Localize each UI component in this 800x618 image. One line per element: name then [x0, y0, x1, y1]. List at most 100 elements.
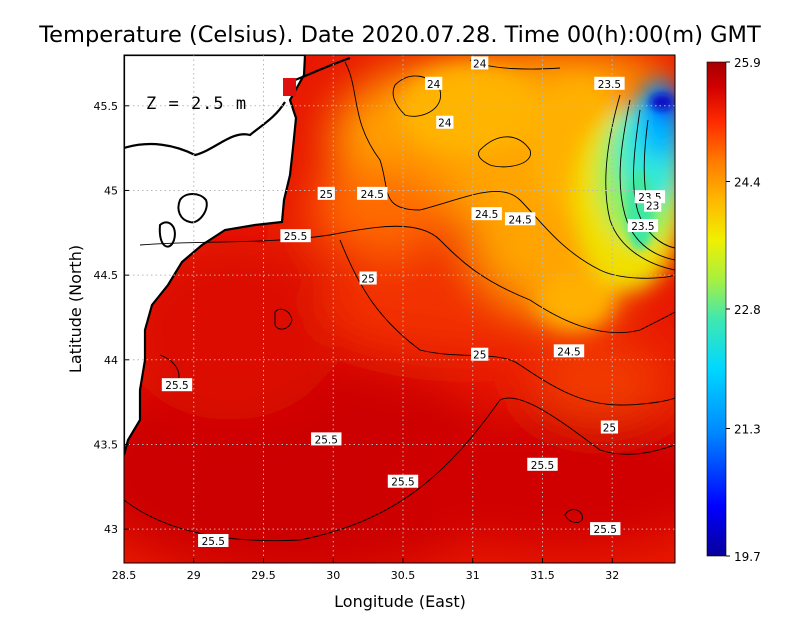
contour-label-bg — [590, 522, 621, 536]
x-tick-label: 30.5 — [391, 569, 416, 582]
contour-label-bg — [436, 115, 454, 129]
contour-label-text: 25.5 — [165, 380, 188, 392]
x-axis-ticks: 28.5 29 29.5 30 30.5 31 31.5 32 — [112, 558, 619, 582]
contour-label-bg — [311, 432, 342, 446]
contour-label-text: 25.5 — [594, 524, 617, 536]
contour-label-bg — [357, 186, 388, 200]
x-tick-label: 29.5 — [251, 569, 276, 582]
contour-label-bg — [600, 420, 619, 434]
colorbar-tick-label: 25.9 — [734, 56, 761, 70]
colorbar-tick-label: 24.4 — [734, 176, 761, 190]
contour-label-text: 24 — [438, 118, 452, 130]
y-tick-label: 44 — [104, 354, 118, 367]
contour-label: 25.5 — [198, 533, 229, 548]
x-axis-label: Longitude (East) — [334, 592, 466, 611]
depth-label: Z = 2.5 m — [146, 94, 247, 114]
temperature-field — [124, 55, 675, 563]
contour-label: 25.5 — [590, 522, 621, 536]
contour-label: 24 — [471, 56, 489, 70]
contour-label-text: 25 — [361, 274, 374, 286]
contour-label: 24.5 — [553, 344, 585, 358]
contour-label: 24 — [425, 76, 443, 91]
x-tick-label: 31 — [466, 569, 480, 582]
contour-label-text: 24.5 — [475, 209, 498, 221]
contour-label-text: 23.5 — [598, 79, 621, 91]
x-tick-label: 28.5 — [112, 569, 137, 582]
contour-label-text: 25.5 — [315, 434, 338, 446]
x-tick-label: 31.5 — [530, 569, 555, 582]
y-tick-label: 44.5 — [94, 269, 119, 282]
contour-label-text: 24.5 — [361, 189, 384, 201]
y-axis-ticks: 43 43.5 44 44.5 45 45.5 — [94, 100, 129, 536]
contour-label: 23.5 — [594, 76, 625, 91]
lake-outline — [158, 221, 176, 248]
chart-title: Temperature (Celsius). Date 2020.07.28. … — [38, 22, 761, 48]
contour-label-bg — [471, 347, 489, 361]
contour-label: 25.5 — [527, 457, 558, 472]
contour-label-text: 25.5 — [391, 477, 414, 489]
y-tick-label: 45 — [104, 184, 118, 197]
lagoon-outline — [177, 193, 208, 224]
contour-label: 25 — [359, 271, 377, 286]
contour-label-bg — [359, 271, 377, 285]
x-tick-label: 32 — [605, 569, 619, 582]
contour-label: 23 — [644, 198, 662, 213]
contour-label-bg — [594, 76, 625, 90]
contour-label-bg — [504, 212, 536, 226]
grid-cell-marker — [283, 78, 296, 96]
contour-label: 25.5 — [280, 229, 311, 243]
contour-label-text: 24 — [473, 58, 487, 70]
contour-label-bg — [627, 219, 659, 233]
colorbar — [706, 61, 727, 557]
y-axis-label: Latitude (North) — [66, 245, 85, 373]
y-tick-label: 43.5 — [94, 438, 119, 451]
contour-label-text: 24.5 — [508, 214, 531, 226]
contour-label-text: 24.5 — [557, 346, 580, 358]
contour-label: 25.5 — [387, 474, 419, 489]
contour-label: 25 — [471, 347, 489, 362]
contour-label: 25.5 — [161, 378, 193, 392]
contour-label: 25.5 — [311, 432, 342, 446]
colorbar-tick-label: 19.7 — [734, 550, 761, 564]
contour-label-bg — [553, 344, 585, 358]
colorbar-ticks: 25.9 24.4 22.8 21.3 19.7 — [726, 56, 761, 564]
contour-label-text: 23 — [646, 201, 659, 213]
contour-label: 24 — [436, 115, 454, 130]
contour-label-bg — [425, 76, 443, 90]
contour-label-bg — [198, 533, 229, 547]
contour-label: 24.5 — [357, 186, 388, 201]
contour-label-bg — [317, 186, 335, 200]
plot-frame — [123, 54, 676, 564]
colorbar-tick-label: 22.8 — [734, 303, 761, 317]
contour-label-bg — [387, 474, 419, 488]
x-tick-label: 30 — [326, 569, 340, 582]
contour-label-text: 24 — [427, 79, 441, 91]
contour-label-text: 25.5 — [202, 536, 225, 548]
contour-label-bg — [280, 229, 311, 243]
contour-label-text: 25 — [603, 423, 616, 435]
contour-label-text: 25.5 — [284, 231, 307, 243]
contour-label: 24.5 — [504, 212, 536, 226]
x-tick-label: 29 — [187, 569, 201, 582]
contour-label-bg — [471, 207, 502, 221]
y-tick-label: 45.5 — [94, 100, 119, 113]
contour-label: 25 — [600, 420, 619, 435]
contour-label-bg — [161, 378, 193, 392]
contour-label-text: 25 — [320, 189, 333, 201]
contour-label: 24.5 — [471, 207, 502, 221]
dnieper-estuary — [124, 101, 286, 157]
coast-river — [294, 56, 351, 82]
contour-label-bg — [644, 198, 662, 212]
contour-label-bg — [527, 457, 558, 471]
contour-label-text: 25.5 — [531, 460, 554, 472]
colorbar-tick-label: 21.3 — [734, 423, 761, 437]
contour-label: 25 — [317, 186, 335, 201]
y-tick-label: 43 — [104, 523, 118, 536]
contour-label-text: 23.5 — [631, 221, 654, 233]
land-mass — [124, 55, 307, 456]
contour-label-bg — [471, 56, 489, 70]
contour-label: 23.5 — [627, 219, 659, 233]
contour-label-text: 25 — [473, 350, 486, 362]
